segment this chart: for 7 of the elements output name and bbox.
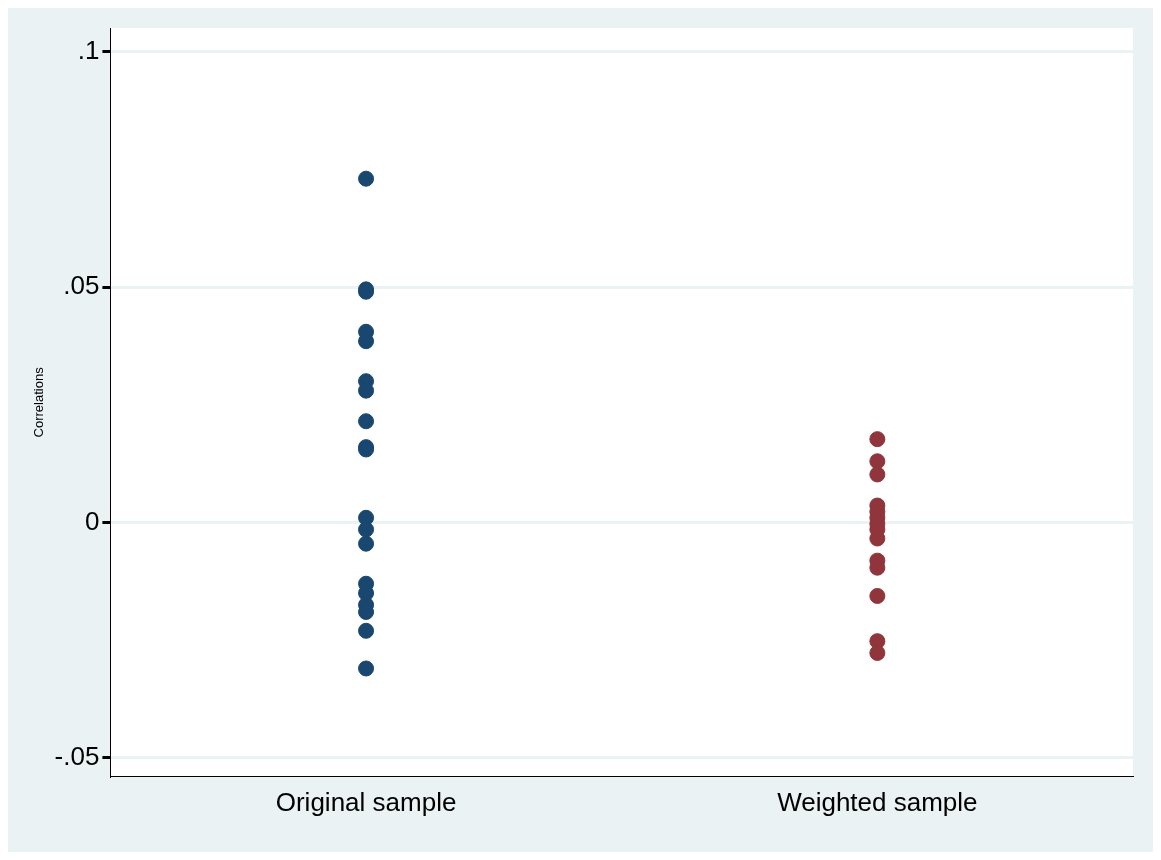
y-tick-label: .1 xyxy=(77,34,100,65)
x-tick-label: Original sample xyxy=(275,786,457,817)
x-tick-label: Weighted sample xyxy=(777,786,978,817)
y-tick-label: 0 xyxy=(84,505,100,536)
y-tick-label: -.05 xyxy=(54,741,100,772)
y-axis-title: Correlations xyxy=(31,366,47,438)
y-tick-label: .05 xyxy=(63,270,100,301)
